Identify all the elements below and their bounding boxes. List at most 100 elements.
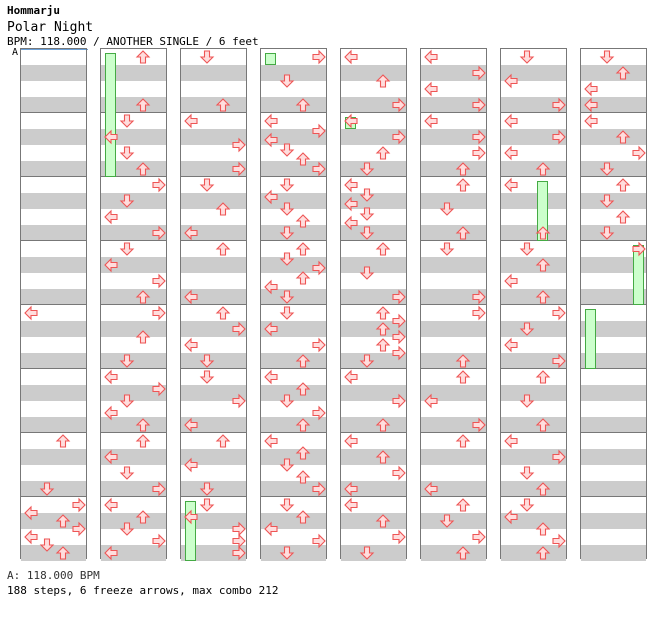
arrow-down-icon — [439, 514, 455, 528]
measure-line — [21, 112, 86, 113]
beat-stripe — [261, 417, 326, 433]
measure-line — [501, 496, 566, 497]
arrow-up-icon — [615, 130, 631, 144]
arrow-up-icon — [295, 152, 311, 166]
arrow-up-icon — [535, 290, 551, 304]
arrow-down-icon — [359, 354, 375, 368]
beat-stripe — [181, 385, 246, 401]
arrow-down-icon — [39, 482, 55, 496]
arrow-left-icon — [344, 196, 358, 212]
measure-line — [261, 176, 326, 177]
beat-stripe — [421, 225, 486, 241]
arrow-down-icon — [279, 458, 295, 472]
arrow-up-icon — [535, 522, 551, 536]
beat-stripe — [501, 449, 566, 465]
arrow-up-icon — [375, 74, 391, 88]
arrow-right-icon — [232, 393, 246, 409]
chart-column-5 — [340, 48, 407, 561]
beat-stripe — [21, 385, 86, 401]
beat-stripe — [21, 321, 86, 337]
beat-stripe — [261, 257, 326, 273]
arrow-right-icon — [472, 97, 486, 113]
song-artist: Hommarju — [7, 4, 60, 17]
beat-stripe — [101, 545, 166, 561]
beat-stripe — [341, 449, 406, 465]
arrow-down-icon — [119, 242, 135, 256]
beat-stripe — [421, 289, 486, 305]
arrow-right-icon — [152, 177, 166, 193]
arrow-down-icon — [279, 306, 295, 320]
measure-line — [341, 432, 406, 433]
arrow-left-icon — [184, 289, 198, 305]
beat-stripe — [421, 353, 486, 369]
arrow-right-icon — [312, 161, 326, 177]
arrow-right-icon — [552, 129, 566, 145]
beat-stripe — [421, 97, 486, 113]
beat-stripe — [581, 257, 646, 273]
arrow-down-icon — [599, 50, 615, 64]
chart-column-6 — [420, 48, 487, 561]
arrow-left-icon — [344, 369, 358, 385]
arrow-right-icon — [392, 329, 406, 345]
arrow-down-icon — [279, 143, 295, 157]
beat-stripe — [341, 513, 406, 529]
measure-line — [101, 304, 166, 305]
beat-stripe — [581, 289, 646, 305]
arrow-left-icon — [104, 449, 118, 465]
arrow-up-icon — [135, 290, 151, 304]
beat-stripe — [261, 321, 326, 337]
arrow-down-icon — [39, 538, 55, 552]
arrow-up-icon — [615, 66, 631, 80]
arrow-down-icon — [199, 498, 215, 512]
beat-stripe — [421, 129, 486, 145]
arrow-right-icon — [472, 65, 486, 81]
arrow-left-icon — [424, 393, 438, 409]
arrow-right-icon — [392, 465, 406, 481]
chart-column-4 — [260, 48, 327, 561]
measure-line — [501, 240, 566, 241]
arrow-up-icon — [375, 242, 391, 256]
beat-stripe — [101, 289, 166, 305]
arrow-down-icon — [119, 114, 135, 128]
arrow-up-icon — [455, 226, 471, 240]
arrow-down-icon — [359, 188, 375, 202]
chart-column-3 — [180, 48, 247, 561]
beat-stripe — [21, 161, 86, 177]
arrow-right-icon — [152, 273, 166, 289]
beat-stripe — [101, 385, 166, 401]
arrow-down-icon — [119, 194, 135, 208]
arrow-left-icon — [504, 177, 518, 193]
measure-line — [581, 368, 646, 369]
beat-stripe — [261, 161, 326, 177]
measure-line — [501, 368, 566, 369]
measure-line — [341, 368, 406, 369]
measure-line — [181, 368, 246, 369]
arrow-left-icon — [24, 529, 38, 545]
beat-stripe — [421, 321, 486, 337]
arrow-down-icon — [439, 242, 455, 256]
arrow-right-icon — [152, 481, 166, 497]
arrow-up-icon — [215, 306, 231, 320]
arrow-up-icon — [55, 546, 71, 560]
arrow-up-icon — [135, 510, 151, 524]
arrow-up-icon — [455, 546, 471, 560]
arrow-down-icon — [359, 207, 375, 221]
measure-line — [341, 304, 406, 305]
arrow-left-icon — [184, 417, 198, 433]
arrow-left-icon — [184, 113, 198, 129]
beat-stripe — [421, 545, 486, 561]
arrow-down-icon — [119, 394, 135, 408]
freeze-arrow — [105, 53, 116, 177]
arrow-left-icon — [504, 73, 518, 89]
arrow-left-icon — [344, 113, 358, 129]
measure-line — [581, 112, 646, 113]
beat-stripe — [181, 97, 246, 113]
arrow-left-icon — [504, 509, 518, 525]
arrow-up-icon — [215, 98, 231, 112]
bpm-marker-line — [20, 49, 88, 50]
beat-stripe — [181, 545, 246, 561]
measure-line — [421, 176, 486, 177]
beat-stripe — [101, 257, 166, 273]
beat-stripe — [581, 385, 646, 401]
song-title: Polar Night — [7, 20, 94, 35]
